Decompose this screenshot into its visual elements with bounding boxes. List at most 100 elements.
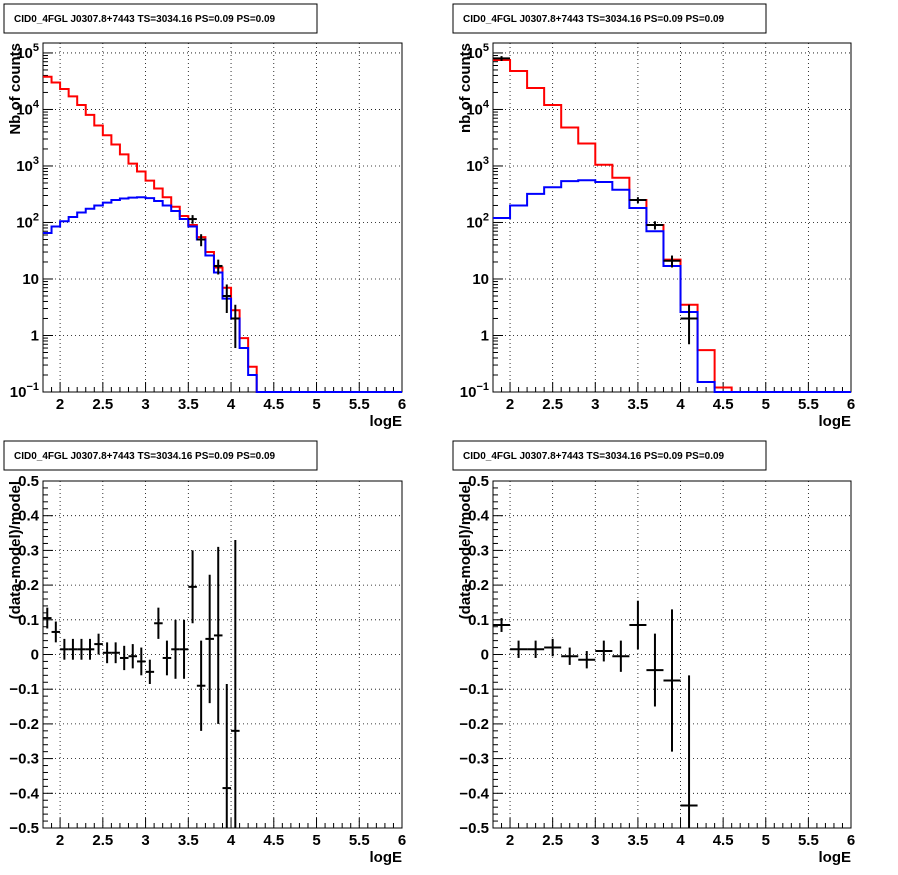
y-tick-label: 1	[31, 327, 39, 344]
y-tick-label: 1	[481, 327, 489, 344]
x-tick-label: 5.5	[349, 832, 370, 849]
chart-title-box	[3, 3, 318, 34]
y-tick-label: −0.2	[9, 716, 39, 733]
x-tick-label: 5	[762, 396, 770, 413]
residual-point	[231, 539, 240, 828]
residual-point	[680, 675, 698, 828]
x-tick-label: 5.5	[798, 396, 819, 413]
x-tick-label: 4.5	[263, 832, 284, 849]
y-axis-title: (data-model)/model	[7, 481, 24, 619]
y-tick-label: −0.1	[459, 681, 489, 698]
y-tick-label: 0	[481, 647, 489, 664]
residual-point	[510, 640, 528, 658]
residual-point	[493, 618, 511, 632]
x-tick-label: 3	[141, 832, 149, 849]
x-tick-label: 5.5	[798, 832, 819, 849]
y-tick-label: 10	[472, 271, 489, 288]
x-tick-label: 4	[227, 396, 236, 413]
y-tick-label: 0.5	[468, 473, 489, 490]
y-tick-label: 0.1	[18, 612, 39, 629]
residual-point	[85, 638, 95, 660]
chart-panel-4: CID0_4FGL J0307.8+7443 TS=3034.16 PS=0.0…	[452, 440, 855, 866]
residual-point	[205, 574, 214, 704]
chart-title-box	[452, 3, 767, 34]
x-tick-label: 2.5	[92, 396, 113, 413]
residual-point	[544, 638, 562, 657]
x-tick-label: 6	[398, 396, 406, 413]
plot-frame	[42, 480, 403, 829]
residual-point	[137, 647, 146, 676]
data-point	[196, 234, 206, 247]
x-tick-label: 4	[676, 396, 685, 413]
x-tick-label: 6	[847, 832, 855, 849]
x-tick-label: 3.5	[627, 832, 648, 849]
x-axis-title: logE	[370, 849, 403, 866]
chart-panel-2: CID0_4FGL J0307.8+7443 TS=3034.16 PS=0.0…	[452, 3, 855, 430]
residual-point	[612, 640, 630, 672]
y-tick-label: 102	[16, 211, 39, 231]
residual-point	[663, 609, 681, 752]
y-tick-label: −0.3	[9, 751, 39, 768]
x-tick-label: 5.5	[349, 396, 370, 413]
residual-point	[646, 633, 664, 707]
y-tick-label: 104	[16, 98, 40, 118]
chart-panel-3: CID0_4FGL J0307.8+7443 TS=3034.16 PS=0.0…	[3, 440, 406, 866]
y-tick-label: 0	[31, 647, 39, 664]
chart-title: CID0_4FGL J0307.8+7443 TS=3034.16 PS=0.0…	[14, 451, 276, 462]
y-tick-label: −0.5	[459, 820, 489, 837]
residual-point	[111, 642, 120, 664]
data-point	[222, 284, 232, 314]
y-tick-label: −0.4	[9, 785, 39, 802]
residual-point	[629, 600, 647, 650]
data-point	[213, 259, 223, 275]
x-tick-label: 2	[56, 832, 64, 849]
y-tick-label: 0.2	[18, 577, 39, 594]
x-tick-label: 4.5	[713, 396, 734, 413]
x-tick-label: 4.5	[713, 832, 734, 849]
y-axis-title: (data-model)/model	[457, 481, 474, 619]
y-tick-label: 10	[22, 271, 39, 288]
x-tick-label: 3	[591, 396, 599, 413]
y-tick-label: 10−1	[10, 381, 39, 401]
x-tick-label: 3.5	[627, 396, 648, 413]
residual-point	[213, 546, 223, 724]
residual-point	[188, 550, 197, 624]
x-tick-label: 2.5	[542, 396, 563, 413]
x-tick-label: 3.5	[178, 396, 199, 413]
data-point	[493, 56, 511, 62]
y-tick-label: 105	[466, 42, 489, 62]
y-tick-label: −0.3	[459, 751, 489, 768]
y-tick-label: 0.3	[18, 542, 39, 559]
x-tick-label: 2.5	[92, 832, 113, 849]
residual-point	[43, 607, 52, 629]
residual-point	[578, 651, 596, 669]
data-point	[680, 304, 698, 345]
y-tick-label: 0.4	[18, 508, 40, 525]
data-point	[646, 221, 664, 230]
x-tick-label: 4	[676, 832, 685, 849]
residual-point	[527, 640, 545, 658]
y-tick-label: 10−1	[460, 381, 489, 401]
residual-point	[154, 607, 163, 639]
y-tick-label: −0.4	[459, 785, 489, 802]
data-point	[188, 215, 197, 224]
residual-point	[128, 644, 138, 669]
chart-panel-1: CID0_4FGL J0307.8+7443 TS=3034.16 PS=0.0…	[3, 3, 406, 430]
x-axis-title: logE	[819, 849, 852, 866]
x-tick-label: 4.5	[263, 396, 284, 413]
residual-point	[60, 638, 69, 660]
residual-point	[561, 647, 579, 665]
x-axis-title: logE	[819, 413, 852, 430]
x-tick-label: 4	[227, 832, 236, 849]
residual-point	[196, 640, 206, 731]
y-tick-label: 104	[466, 98, 490, 118]
y-tick-label: 105	[16, 42, 39, 62]
x-tick-label: 3	[141, 396, 149, 413]
chart-title: CID0_4FGL J0307.8+7443 TS=3034.16 PS=0.0…	[463, 451, 725, 462]
y-axis-title: Nb of counts	[7, 43, 24, 135]
x-tick-label: 5	[312, 396, 320, 413]
residual-point	[179, 619, 189, 679]
x-tick-label: 5	[762, 832, 770, 849]
y-tick-label: 0.2	[468, 577, 489, 594]
